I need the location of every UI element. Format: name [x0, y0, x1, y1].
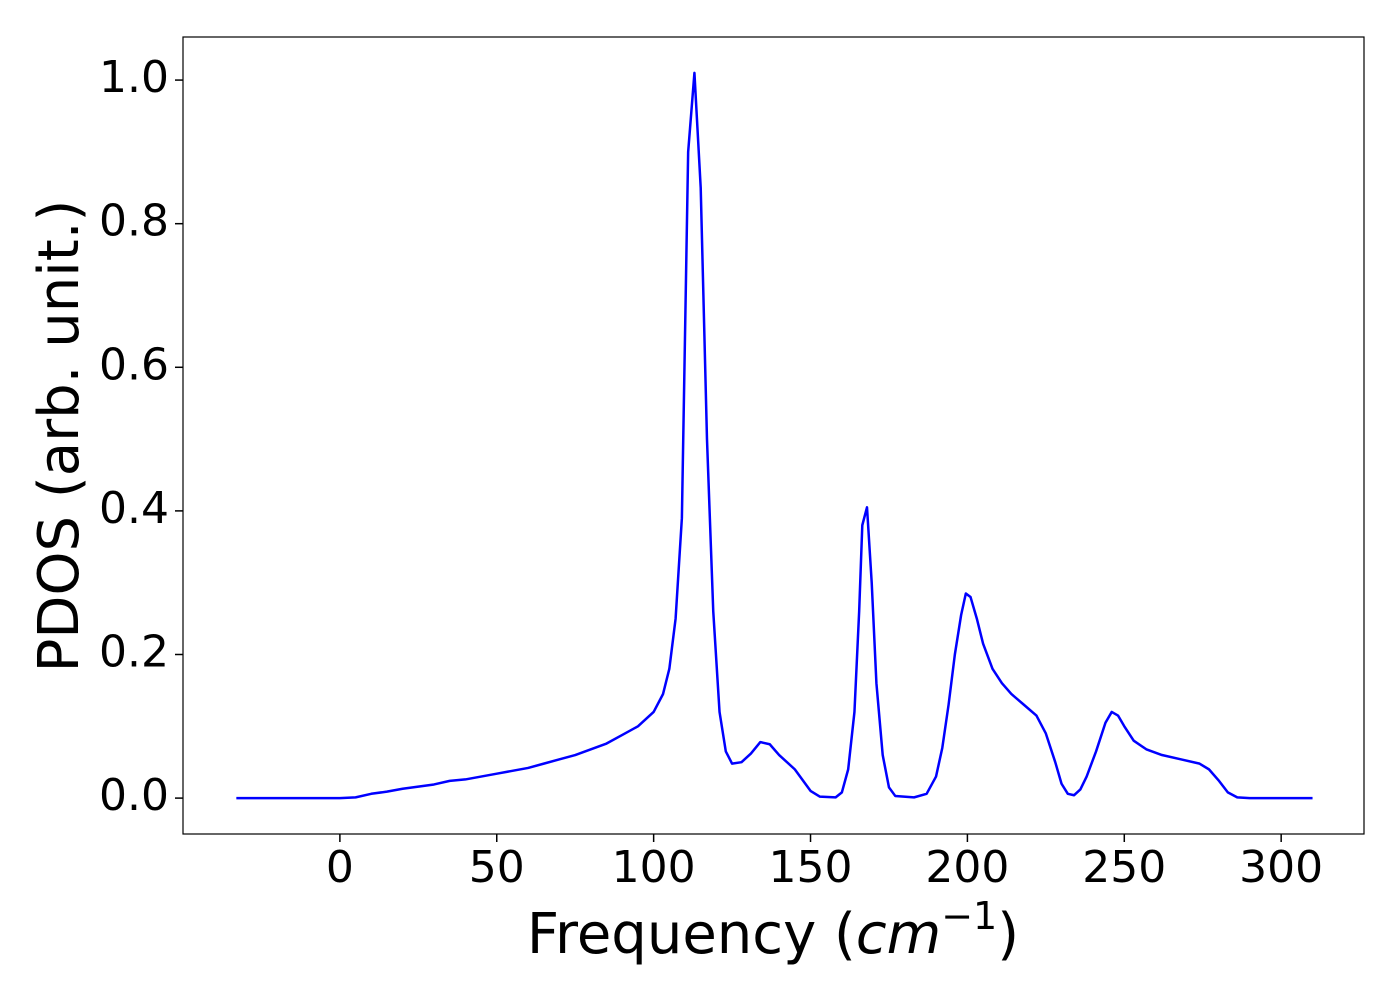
x-tick-label: 300 — [1239, 842, 1323, 893]
x-tick-label: 100 — [612, 842, 696, 893]
line-series — [236, 71, 1313, 800]
x-label-text: ) — [997, 902, 1019, 967]
x-tick-label: 250 — [1082, 842, 1166, 893]
y-tick-label: 0.2 — [99, 626, 169, 677]
plot-frame — [182, 36, 1365, 835]
x-axis-label: Frequency (cm−1) — [527, 894, 1019, 967]
y-tick-label: 1.0 — [99, 52, 169, 103]
x-label-text: Frequency ( — [527, 902, 856, 967]
x-label-unit: cm — [856, 902, 941, 967]
x-tick-label: 150 — [769, 842, 853, 893]
y-tick-label: 0.0 — [99, 770, 169, 821]
y-axis-label: PDOS (arb. unit.) — [27, 200, 92, 673]
y-tick-label: 0.6 — [99, 339, 169, 390]
x-label-exponent: −1 — [941, 894, 997, 938]
x-tick-label: 50 — [469, 842, 525, 893]
y-tick-label: 0.4 — [99, 483, 169, 534]
x-tick-label: 200 — [925, 842, 1009, 893]
y-tick-label: 0.8 — [99, 196, 169, 247]
x-tick-label: 0 — [326, 842, 354, 893]
